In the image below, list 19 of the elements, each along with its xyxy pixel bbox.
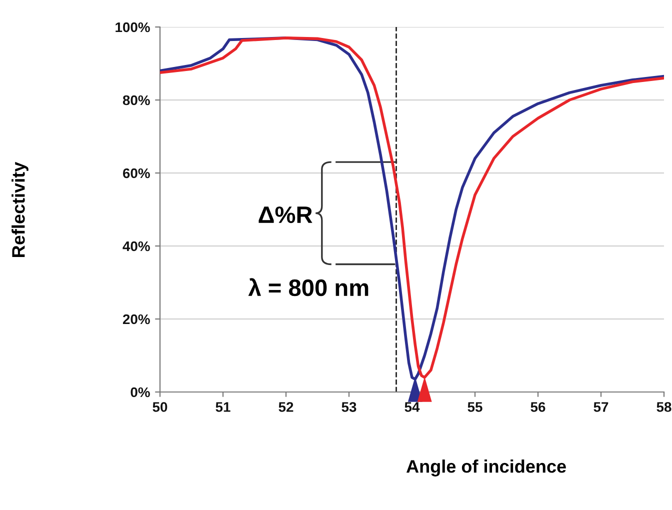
- y-tick-label: 20%: [122, 314, 150, 324]
- x-tick-label: 58: [656, 402, 672, 412]
- annotation: λ = 800 nm: [248, 278, 368, 296]
- y-tick-label: 40%: [122, 241, 150, 252]
- x-tick-label: 50: [152, 402, 168, 412]
- x-tick-label: 52: [278, 402, 294, 412]
- annotation: Δ%R: [258, 206, 312, 224]
- x-axis-title: Angle of incidence: [406, 460, 566, 476]
- y-tick-label: 60%: [122, 168, 150, 178]
- x-tick-label: 55: [468, 402, 482, 412]
- y-axis-title: Reflectivity: [12, 162, 28, 257]
- x-tick-label: 54: [404, 402, 420, 412]
- x-tick-label: 57: [594, 402, 608, 412]
- y-tick-label: 0%: [130, 387, 150, 398]
- x-tick-label: 56: [530, 402, 546, 412]
- x-tick-label: 53: [342, 402, 356, 412]
- x-tick-label: 51: [216, 402, 230, 412]
- y-tick-label: 80%: [122, 95, 150, 106]
- y-tick-label: 100%: [116, 22, 150, 32]
